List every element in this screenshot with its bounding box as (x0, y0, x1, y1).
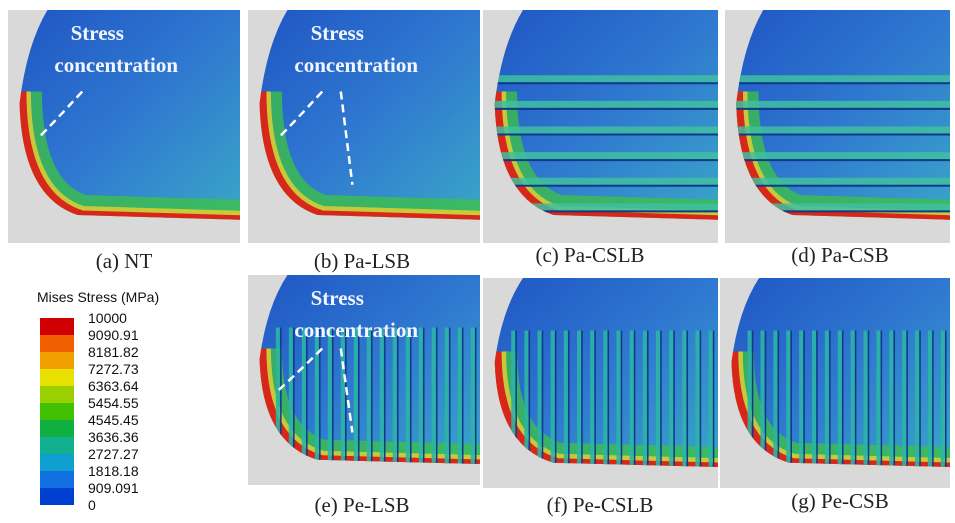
legend-swatch (40, 352, 74, 369)
legend-label: 4545.45 (88, 412, 139, 428)
fea-panel (720, 278, 950, 523)
annotation: Stress (71, 21, 124, 45)
legend-label: 3636.36 (88, 429, 139, 445)
stripe (302, 328, 306, 523)
legend-label: 0 (88, 497, 96, 513)
panel-caption: (e) Pe-LSB (314, 493, 409, 517)
stripe (695, 331, 699, 523)
stripe (725, 75, 950, 82)
annotation: concentration (294, 318, 418, 342)
stripe (725, 152, 950, 159)
fea-panel (483, 278, 718, 523)
stripe (511, 331, 515, 523)
legend-swatch (40, 454, 74, 471)
stripe (458, 328, 462, 523)
figure: Stress concentration (a) NT Stress concentra… (0, 0, 955, 523)
stripe (483, 75, 718, 82)
fea-panel: Stress concentration (248, 10, 480, 243)
legend-swatch (40, 488, 74, 505)
fea-panel (725, 10, 950, 243)
legend-label: 5454.55 (88, 395, 139, 411)
fea-panel (483, 10, 718, 243)
stripe (289, 328, 293, 523)
stripe (445, 328, 449, 523)
stripe (709, 331, 713, 523)
stripe (760, 331, 764, 523)
legend-label: 1818.18 (88, 463, 139, 479)
stripe (915, 331, 919, 523)
stripe (432, 328, 436, 523)
panel-caption: (a) NT (96, 249, 153, 273)
stripe (669, 331, 673, 523)
legend-title: Mises Stress (MPa) (37, 289, 159, 305)
stripe (773, 331, 777, 523)
stripe (483, 178, 718, 185)
panel-caption: (d) Pa-CSB (791, 243, 888, 267)
stripe (471, 328, 475, 523)
panel-caption: (f) Pe-CSLB (547, 493, 654, 517)
stripe (725, 101, 950, 108)
stripe (786, 331, 790, 523)
legend-swatch (40, 471, 74, 488)
legend-swatch (40, 369, 74, 386)
stripe (928, 331, 932, 523)
stripe (483, 101, 718, 108)
legend-label: 909.091 (88, 480, 139, 496)
stripe (538, 331, 542, 523)
annotation: Stress (311, 286, 364, 310)
legend-label: 8181.82 (88, 344, 139, 360)
fea-panel: Stress concentration (8, 10, 240, 243)
stripe (419, 328, 423, 523)
stripe (483, 152, 718, 159)
legend-swatch (40, 403, 74, 420)
stripe (902, 331, 906, 523)
legend-label: 10000 (88, 310, 127, 326)
stripe (725, 178, 950, 185)
annotation: concentration (294, 53, 418, 77)
stripe (725, 127, 950, 134)
stripe (483, 127, 718, 134)
stripe (941, 331, 945, 523)
annotation: Stress (311, 21, 364, 45)
panel-caption: (b) Pa-LSB (314, 249, 410, 273)
stripe (889, 331, 893, 523)
legend-swatch (40, 318, 74, 335)
panel-caption: (c) Pa-CSLB (535, 243, 644, 267)
legend-swatch (40, 386, 74, 403)
legend-label: 6363.64 (88, 378, 139, 394)
legend-label: 9090.91 (88, 327, 139, 343)
stripe (682, 331, 686, 523)
fea-panel: Stress concentration (248, 275, 480, 523)
annotation: concentration (54, 53, 178, 77)
stripe (656, 331, 660, 523)
stripe (276, 328, 280, 523)
stripe (524, 331, 528, 523)
legend-label: 2727.27 (88, 446, 139, 462)
legend-swatch (40, 335, 74, 352)
stripe (748, 331, 752, 523)
legend-swatch (40, 437, 74, 454)
legend-swatch (40, 420, 74, 437)
legend-label: 7272.73 (88, 361, 139, 377)
panel-caption: (g) Pe-CSB (791, 489, 888, 513)
